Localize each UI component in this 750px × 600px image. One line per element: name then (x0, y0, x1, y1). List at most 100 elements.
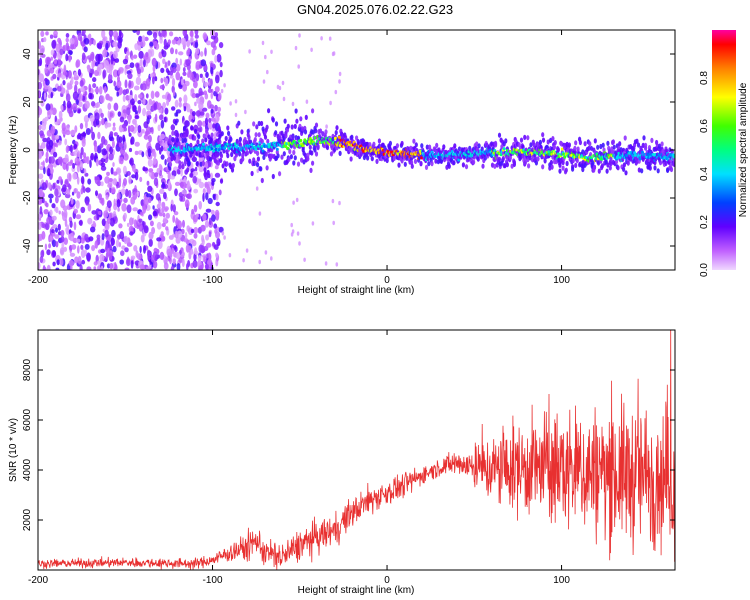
spectrogram-noise-blob (204, 183, 210, 189)
spectrogram-ridge-blob (616, 165, 620, 171)
spectrogram-ridge-blob (666, 167, 670, 173)
spectrogram-noise-blob (303, 257, 306, 262)
spectrogram-noise-blob (62, 80, 66, 86)
chart-title: GN04.2025.076.02.22.G23 (297, 2, 453, 17)
spectrogram-noise-blob (77, 245, 80, 254)
spectrogram-noise-blob (63, 237, 68, 245)
spectrogram-noise-blob (163, 76, 166, 83)
spectrogram-noise-blob (118, 178, 122, 186)
spectrogram-noise-blob (86, 156, 90, 165)
spectrogram-noise-blob (139, 211, 144, 216)
spectrogram-noise-blob (190, 88, 195, 93)
spectrogram-noise-blob (100, 165, 107, 171)
spectrogram-noise-blob (70, 76, 74, 85)
spectrogram-noise-blob (148, 50, 153, 58)
spectrogram-noise-blob (152, 64, 156, 73)
spectrogram-noise-blob (191, 239, 197, 247)
spectrogram-noise-blob (49, 139, 54, 148)
spectrogram-noise-blob (105, 42, 109, 51)
spectrogram-noise-blob (141, 83, 147, 91)
spectrogram-noise-blob (122, 214, 126, 221)
colorbar-tick-label: 0.4 (699, 167, 710, 181)
spectrogram-noise-blob (201, 107, 208, 112)
spectrogram-ridge-blob (192, 156, 196, 162)
y-tick-label: -20 (22, 190, 33, 205)
spectrogram-noise-blob (132, 164, 136, 172)
spectrogram-noise-blob (116, 91, 119, 97)
spectrogram-noise-blob (74, 80, 79, 86)
spectrogram-noise-blob (204, 220, 209, 228)
spectrogram-noise-blob (70, 199, 74, 205)
spectrogram-noise-blob (290, 222, 294, 228)
spectrogram-ridge-blob (220, 131, 224, 137)
spectrogram-ridge-blob (493, 163, 497, 169)
spectrogram-noise-blob (205, 71, 209, 79)
spectrogram-noise-blob (112, 69, 119, 78)
spectrogram-ridge-blob (202, 133, 206, 139)
spectrogram-ridge-core (333, 136, 337, 140)
spectrogram-noise-blob (162, 217, 168, 224)
spectrogram-noise-blob (166, 99, 170, 106)
spectrogram-noise-blob (42, 137, 48, 143)
spectrogram-noise-blob (160, 119, 165, 129)
spectrogram-noise-blob (179, 181, 184, 189)
spectrogram-noise-blob (101, 135, 106, 145)
spectrogram-noise-blob (208, 231, 212, 238)
spectrogram-noise-blob (214, 131, 217, 139)
spectrogram-noise-blob (77, 255, 82, 265)
spectrogram-noise-blob (85, 187, 91, 193)
spectrogram-noise-blob (111, 238, 115, 246)
spectrogram-ridge-blob (635, 138, 639, 144)
spectrogram-noise-blob (38, 188, 44, 198)
spectrogram-ridge-blob (664, 160, 668, 166)
spectrogram-noise-blob (195, 110, 201, 117)
spectrogram-noise-blob (198, 101, 204, 110)
spectrogram-noise-blob (159, 251, 165, 260)
spectrogram-noise-blob (61, 122, 66, 132)
spectrogram-noise-blob (62, 70, 68, 76)
spectrogram-noise-blob (160, 145, 164, 152)
spectrogram-noise-blob (38, 221, 42, 230)
spectrogram-noise-blob (63, 104, 67, 111)
spectrogram-ridge-blob (292, 160, 296, 166)
spectrogram-noise-blob (46, 216, 52, 225)
spectrogram-noise-blob (125, 94, 130, 101)
spectrogram-ridge-blob (267, 108, 271, 114)
spectrogram-noise-blob (49, 235, 53, 242)
spectrogram-noise-blob (106, 171, 110, 176)
spectrogram-noise-blob (112, 245, 117, 253)
spectrogram-noise-blob (127, 116, 131, 125)
spectrogram-noise-blob (86, 266, 92, 270)
spectrogram-x-ticks: -200 -100 0 100 (28, 30, 570, 286)
spectrogram-noise-blob (90, 101, 96, 107)
spectrogram-noise-blob (184, 120, 190, 127)
spectrogram-noise-blob (45, 202, 49, 208)
colorbar-gradient (712, 30, 736, 270)
spectrogram-ridge-blob (526, 135, 530, 141)
spectrogram-noise-blob (49, 156, 55, 164)
colorbar-tick-label: 0.0 (699, 263, 710, 277)
spectrogram-ridge-blob (472, 159, 476, 165)
spectrogram-noise-blob (42, 266, 47, 270)
spectrogram-noise-blob (83, 168, 87, 174)
spectrogram-noise-blob (234, 112, 238, 118)
spectrogram-ridge-blob (260, 177, 264, 184)
spectrogram-noise-blob (103, 210, 109, 219)
spectrogram-noise-blob (73, 143, 78, 150)
spectrogram-noise-blob (96, 66, 101, 72)
spectrogram-noise-blob (311, 221, 315, 226)
spectrogram-noise-blob (118, 30, 122, 38)
spectrogram-ridge-blob (565, 160, 569, 167)
spectrogram-noise-blob (149, 220, 154, 227)
spectrogram-noise-blob (74, 157, 79, 165)
spectrogram-noise-blob (146, 193, 152, 198)
spectrogram-noise-blob (66, 188, 71, 195)
spectrogram-ridge-blob (573, 145, 577, 151)
spectrogram-noise-blob (145, 78, 151, 87)
spectrogram-noise-blob (120, 250, 125, 257)
spectrogram-ridge-blob (293, 123, 297, 129)
spectrogram-noise-blob (215, 193, 219, 201)
spectrogram-noise-blob (199, 111, 205, 116)
spectrogram-ridge-blob (636, 142, 641, 148)
spectrogram-ridge-blob (427, 161, 431, 167)
